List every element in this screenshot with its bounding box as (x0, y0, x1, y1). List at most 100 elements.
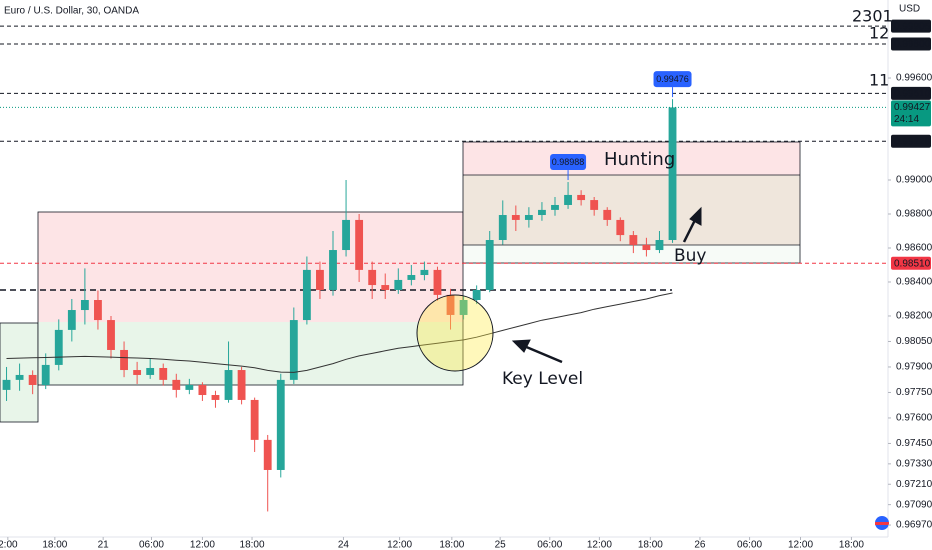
candle-body (616, 219, 625, 236)
candle-body (472, 289, 481, 300)
y-tick-label: 0.96970 (896, 520, 932, 531)
candle-body (211, 395, 220, 400)
arrow (682, 217, 698, 243)
y-tick-label: 0.97330 (896, 458, 932, 469)
candle-body (342, 219, 350, 251)
marker-label: 0.98988 (552, 157, 585, 167)
candle-body (198, 384, 207, 396)
candle-body (355, 219, 364, 270)
annotation: 11 (869, 71, 889, 90)
x-tick-label: 18:00 (638, 540, 663, 550)
candle-body (80, 300, 89, 311)
plot (0, 25, 888, 512)
price-label: 0.99510 (894, 88, 931, 99)
zone-border (37, 211, 464, 386)
moving-average (6, 292, 673, 373)
candle-body (498, 215, 507, 240)
candle-body (446, 294, 455, 315)
x-tick-label: 21 (98, 540, 110, 550)
candle-body (250, 399, 259, 440)
x-tick-label: 06:00 (139, 540, 164, 550)
x-tick-label: 2:00 (0, 540, 18, 550)
arrow-head (689, 206, 702, 226)
x-tick-label: 24 (338, 540, 350, 550)
x-tick-label: 12:00 (190, 540, 215, 550)
y-tick-label: 0.97450 (896, 438, 932, 449)
candle-body (433, 269, 442, 295)
candle-body (381, 285, 390, 290)
price-label: 0.99800 (894, 39, 931, 50)
candle-body (263, 439, 272, 470)
zone-box (463, 175, 800, 245)
candle-body (524, 215, 533, 220)
marker-label: 0.99476 (656, 74, 689, 84)
y-tick-label: 0.97090 (896, 499, 932, 510)
price-label-box (891, 134, 931, 148)
candle-body (41, 364, 50, 385)
marker-box (653, 71, 692, 88)
price-label: 0.99905 (894, 21, 931, 32)
zone-box (38, 212, 463, 322)
candle-body (2, 379, 11, 390)
candle-body (329, 250, 337, 290)
annotation: Hunting (604, 149, 675, 170)
x-tick-label: 18:00 (839, 540, 864, 550)
y-tick-label: 0.99600 (896, 73, 932, 84)
candle-body (54, 329, 63, 365)
y-tick-label: 0.97900 (896, 362, 932, 373)
countdown: 24:14 (894, 114, 919, 125)
candle-body (237, 370, 246, 400)
candle-body (224, 370, 233, 400)
arrow (523, 344, 563, 364)
y-tick-label: 0.98050 (896, 336, 932, 347)
x-tick-label: 18:00 (240, 540, 265, 550)
candle-body (159, 367, 168, 380)
candle-body (146, 367, 155, 375)
price-label-box (891, 37, 931, 51)
arrows (511, 206, 702, 364)
y-tick-label: 0.98800 (896, 209, 932, 220)
candle-body (485, 240, 494, 290)
y-tick-label: 0.97600 (896, 413, 932, 424)
annotation: Buy (674, 246, 707, 266)
x-tick-label: 12:00 (587, 540, 612, 550)
price-label-box (891, 19, 931, 33)
candle-body (276, 379, 285, 470)
price-label-box (891, 256, 931, 270)
candle-body (67, 310, 76, 330)
candle-body (368, 269, 377, 286)
annotation: 2301 (852, 7, 893, 26)
annotation: Key Level (502, 369, 583, 389)
candle-body (302, 269, 311, 321)
candle-body (120, 349, 128, 371)
candle-body (642, 244, 651, 251)
candle-body (538, 209, 546, 216)
x-tick-label: 12:00 (387, 540, 412, 550)
symbol-title: Euro / U.S. Dollar, 30, OANDA (4, 6, 139, 17)
x-tick-label: 26 (694, 540, 706, 550)
candle-body (407, 275, 416, 280)
annotation: 12 (869, 24, 889, 43)
y-tick-label: 0.97750 (896, 387, 932, 398)
candle-body (94, 300, 102, 321)
candle-body (316, 269, 324, 290)
currency: USD (899, 4, 920, 15)
y-tick-label: 0.99000 (896, 175, 932, 186)
marker-box (550, 154, 587, 171)
candle-body (551, 204, 559, 210)
zone-box (38, 322, 463, 385)
candle-body (629, 235, 638, 245)
candle-body (603, 209, 612, 220)
y-tick-label: 0.98600 (896, 243, 932, 254)
zones (0, 141, 801, 423)
zone-box (463, 245, 800, 263)
flag-icon-stripe (875, 522, 889, 525)
arrow-head (511, 339, 531, 353)
candle-body (668, 107, 677, 241)
candle-body (459, 300, 468, 315)
x-tick-label: 25 (495, 540, 507, 550)
candle-body (133, 370, 142, 375)
y-tick-label: 0.97210 (896, 479, 932, 490)
candle-body (564, 194, 572, 205)
